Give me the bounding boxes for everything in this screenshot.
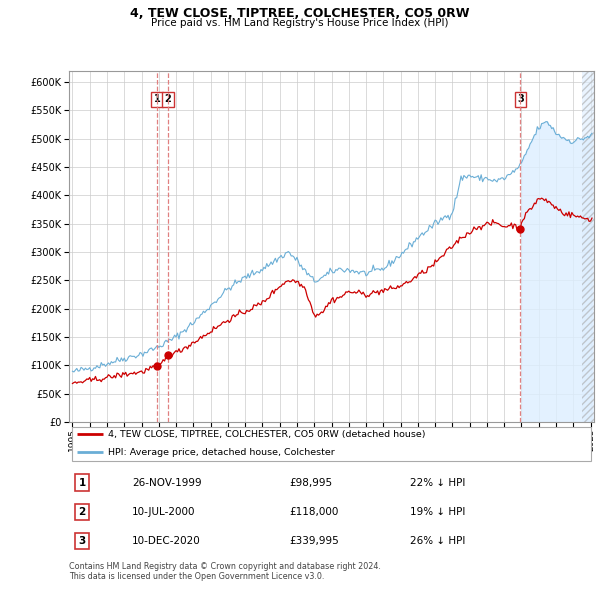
FancyBboxPatch shape: [71, 427, 592, 461]
Text: £118,000: £118,000: [290, 507, 339, 517]
Text: 22% ↓ HPI: 22% ↓ HPI: [410, 477, 466, 487]
Bar: [582, 71, 594, 422]
Text: 10-DEC-2020: 10-DEC-2020: [132, 536, 201, 546]
Text: HPI: Average price, detached house, Colchester: HPI: Average price, detached house, Colc…: [109, 448, 335, 457]
Text: 19% ↓ HPI: 19% ↓ HPI: [410, 507, 466, 517]
Text: 1: 1: [79, 477, 86, 487]
Text: 1: 1: [154, 94, 160, 104]
Text: Price paid vs. HM Land Registry's House Price Index (HPI): Price paid vs. HM Land Registry's House …: [151, 18, 449, 28]
Text: 3: 3: [517, 94, 524, 104]
Text: 3: 3: [79, 536, 86, 546]
Text: 26% ↓ HPI: 26% ↓ HPI: [410, 536, 466, 546]
Text: 26-NOV-1999: 26-NOV-1999: [132, 477, 202, 487]
Text: £339,995: £339,995: [290, 536, 339, 546]
Text: 4, TEW CLOSE, TIPTREE, COLCHESTER, CO5 0RW: 4, TEW CLOSE, TIPTREE, COLCHESTER, CO5 0…: [130, 7, 470, 20]
Text: £98,995: £98,995: [290, 477, 332, 487]
Text: Contains HM Land Registry data © Crown copyright and database right 2024.: Contains HM Land Registry data © Crown c…: [69, 562, 381, 571]
Text: This data is licensed under the Open Government Licence v3.0.: This data is licensed under the Open Gov…: [69, 572, 325, 581]
Text: 2: 2: [79, 507, 86, 517]
Text: 4, TEW CLOSE, TIPTREE, COLCHESTER, CO5 0RW (detached house): 4, TEW CLOSE, TIPTREE, COLCHESTER, CO5 0…: [109, 430, 426, 439]
Text: 10-JUL-2000: 10-JUL-2000: [132, 507, 196, 517]
Text: 2: 2: [164, 94, 172, 104]
